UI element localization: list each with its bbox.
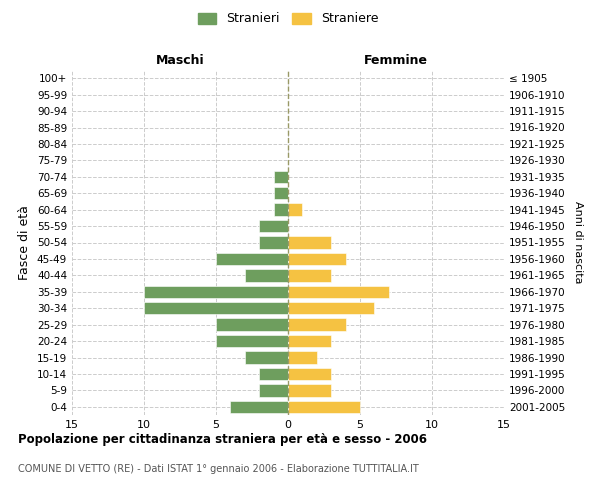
Text: Popolazione per cittadinanza straniera per età e sesso - 2006: Popolazione per cittadinanza straniera p… (18, 432, 427, 446)
Y-axis label: Anni di nascita: Anni di nascita (572, 201, 583, 283)
Bar (288, 335, 331, 347)
Bar (288, 368, 331, 380)
Bar (288, 384, 331, 396)
Bar (288, 302, 374, 314)
Bar (288, 352, 317, 364)
Bar (216, 318, 288, 331)
Bar (288, 269, 331, 281)
Bar (259, 220, 288, 232)
Bar (288, 400, 360, 413)
Bar (245, 269, 288, 281)
Bar (288, 236, 331, 248)
Bar (259, 236, 288, 248)
Text: Femmine: Femmine (364, 54, 428, 66)
Bar (245, 352, 288, 364)
Bar (274, 170, 288, 183)
Bar (144, 302, 288, 314)
Bar (274, 204, 288, 216)
Bar (288, 286, 389, 298)
Bar (274, 187, 288, 200)
Y-axis label: Fasce di età: Fasce di età (19, 205, 31, 280)
Text: COMUNE DI VETTO (RE) - Dati ISTAT 1° gennaio 2006 - Elaborazione TUTTITALIA.IT: COMUNE DI VETTO (RE) - Dati ISTAT 1° gen… (18, 464, 419, 474)
Bar (259, 368, 288, 380)
Text: Maschi: Maschi (155, 54, 205, 66)
Bar (288, 318, 346, 331)
Bar (288, 204, 302, 216)
Bar (230, 400, 288, 413)
Bar (144, 286, 288, 298)
Legend: Stranieri, Straniere: Stranieri, Straniere (194, 8, 382, 29)
Bar (216, 335, 288, 347)
Bar (288, 253, 346, 265)
Bar (259, 384, 288, 396)
Bar (216, 253, 288, 265)
